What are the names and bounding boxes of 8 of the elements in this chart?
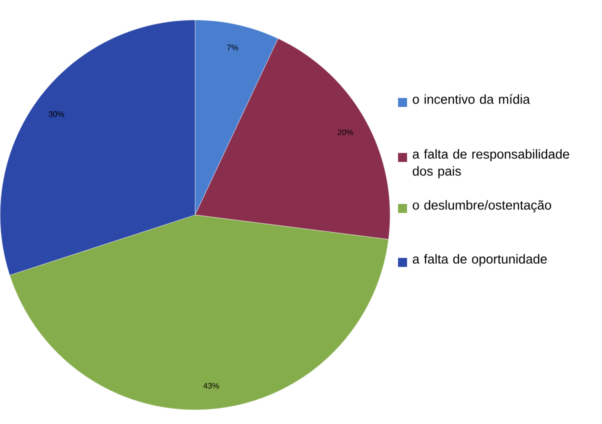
data-label: 20% [338,130,354,136]
data-label: 7% [227,44,238,50]
legend-label: a falta de oportunidade [412,254,547,266]
legend-label: o deslumbre/ostentação [412,200,552,212]
data-label: 30% [48,111,64,117]
legend-label: a falta de responsabilidade dos pais [412,149,570,178]
data-label: 43% [203,382,219,389]
legend-label: o incentivo da mídia [412,94,530,104]
